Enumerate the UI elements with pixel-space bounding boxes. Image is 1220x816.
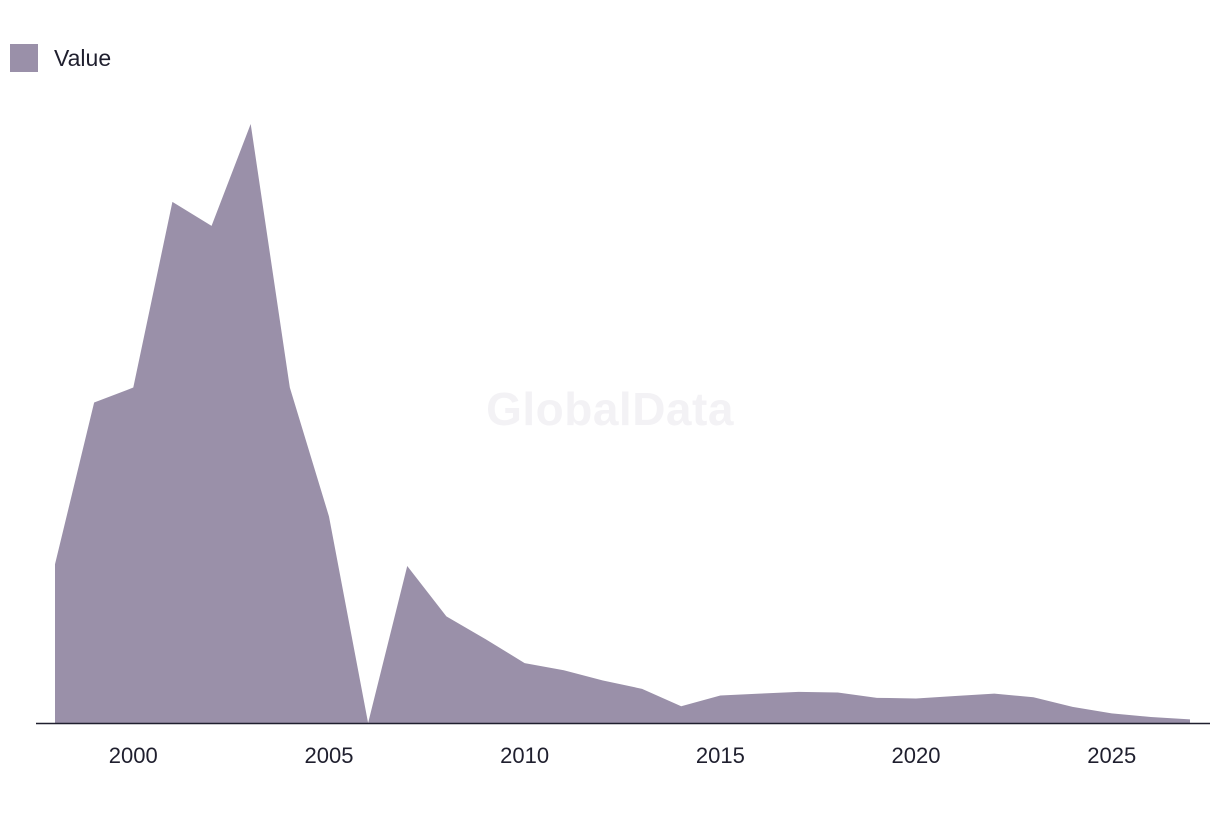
legend-label: Value xyxy=(54,44,112,71)
x-tick-label-2025: 2025 xyxy=(1087,743,1136,768)
x-tick-label-2015: 2015 xyxy=(696,743,745,768)
x-tick-label-2010: 2010 xyxy=(500,743,549,768)
series-area-value xyxy=(55,124,1190,723)
watermark: GlobalData xyxy=(486,383,734,435)
x-tick-label-2000: 2000 xyxy=(109,743,158,768)
x-tick-label-2005: 2005 xyxy=(304,743,353,768)
legend: Value xyxy=(10,44,111,72)
legend-swatch xyxy=(10,44,38,72)
x-tick-label-2020: 2020 xyxy=(892,743,941,768)
